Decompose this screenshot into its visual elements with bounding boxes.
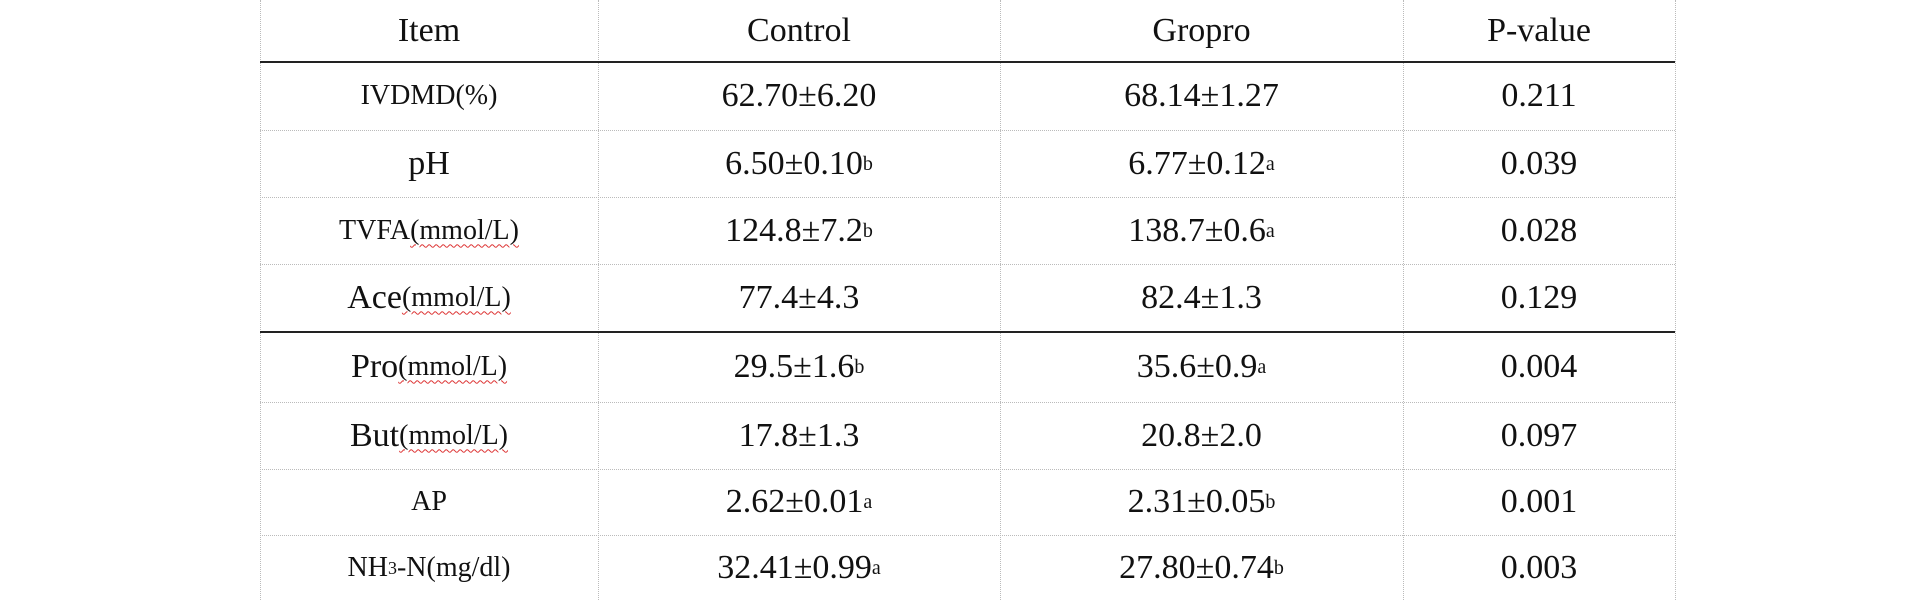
value-cell: 82.4±1.3 [1000,264,1403,331]
unit: (mmol/L) [398,350,508,382]
cell-text: 82.4±1.3 [1141,278,1262,316]
value-cell: 0.004 [1403,331,1675,402]
cell-text: Pro [350,347,399,385]
cell-text: 68.14±1.27 [1124,76,1279,114]
row-rule [260,331,1675,333]
item-cell: Ace (mmol/L) [260,264,598,331]
cell-text: TVFA [339,214,411,246]
item-cell: AP [260,469,598,535]
header-cell: Item [260,0,598,61]
header-text: P-value [1487,11,1591,49]
value-cell: 0.211 [1403,61,1675,130]
cell-text: 124.8±7.2 [725,211,863,249]
cell-text: 2.62±0.01 [725,483,864,520]
item-cell: TVFA (mmol/L) [260,197,598,264]
value-cell: 6.77±0.12 a [1128,144,1275,182]
cell-text: NH [347,551,388,583]
cell-text: 6.50±0.10 [725,144,863,182]
column-rule [598,0,599,600]
cell-text: Ace [347,278,402,316]
item-cell: NH 3 -N(mg/dl) [347,551,511,583]
value-cell: 27.80±0.74 b [1119,548,1284,586]
value-cell: 0.028 [1403,197,1675,264]
cell-text: 0.028 [1500,211,1578,249]
cell-text: 17.8±1.3 [738,416,860,454]
value-cell: 2.62±0.01 a [725,483,873,520]
column-rule [1000,0,1001,600]
value-cell: 0.003 [1403,535,1675,600]
item-cell: Pro (mmol/L) [260,331,598,402]
row-rule [260,130,1675,131]
cell-text: 0.211 [1501,76,1577,114]
cell-text: pH [408,144,450,182]
row-rule [260,535,1675,536]
cell-text: 6.77±0.12 [1128,144,1266,182]
item-cell: IVDMD(%) [260,61,598,130]
cell-text: 2.31±0.05 [1127,483,1266,520]
cell-text: 138.7±0.6 [1128,211,1266,249]
column-rule [260,0,261,600]
item-cell: pH [260,130,598,197]
value-cell: 62.70±6.20 [598,61,1000,130]
cell-text: 77.4±4.3 [738,278,860,316]
value-cell: 2.31±0.05 b [1127,483,1276,520]
column-rule [1675,0,1676,600]
unit: (mmol/L) [410,214,519,246]
value-cell: 0.001 [1403,469,1675,535]
cell-text: AP [411,486,447,517]
value-cell: 17.8±1.3 [598,402,1000,469]
row-rule [260,264,1675,265]
value-cell: 0.129 [1403,264,1675,331]
value-cell: 0.039 [1403,130,1675,197]
cell-text: 20.8±2.0 [1141,416,1262,454]
header-cell: Gropro [1000,0,1403,61]
cell-text: 0.097 [1500,416,1578,454]
value-cell: 138.7±0.6 a [1128,211,1275,249]
cell-text: 32.41±0.99 [717,548,872,586]
cell-text: IVDMD(%) [360,79,498,111]
cell-text: -N(mg/dl) [396,551,511,583]
value-cell: 35.6±0.9 a [1136,347,1267,385]
header-cell: Control [598,0,1000,61]
value-cell: 0.097 [1403,402,1675,469]
header-cell: P-value [1403,0,1675,61]
row-rule [260,402,1675,403]
value-cell: 32.41±0.99 a [717,548,881,586]
row-rule [260,197,1675,198]
value-cell: 6.50±0.10 b [725,144,873,182]
cell-text: 29.5±1.6 [733,347,855,385]
cell-text: 27.80±0.74 [1119,548,1274,586]
value-cell: 20.8±2.0 [1000,402,1403,469]
unit: (mmol/L) [401,281,511,313]
cell-text: 0.001 [1500,483,1578,520]
cell-text: 0.003 [1500,548,1578,586]
value-cell: 29.5±1.6 b [733,347,865,385]
row-rule [260,469,1675,470]
cell-text: 0.004 [1500,347,1578,385]
unit: (mmol/L) [399,419,508,451]
header-text: Gropro [1152,11,1251,49]
header-text: Control [747,11,851,49]
value-cell: 77.4±4.3 [598,264,1000,331]
value-cell: 124.8±7.2 b [725,211,873,249]
column-rule [1403,0,1404,600]
row-rule [260,61,1675,63]
cell-text: 62.70±6.20 [721,76,877,114]
cell-text: 35.6±0.9 [1136,347,1258,385]
cell-text: 0.039 [1500,144,1578,182]
cell-text: 0.129 [1500,278,1578,316]
cell-text: But [350,416,400,454]
value-cell: 68.14±1.27 [1000,61,1403,130]
item-cell: But (mmol/L) [260,402,598,469]
header-text: Item [397,11,461,49]
